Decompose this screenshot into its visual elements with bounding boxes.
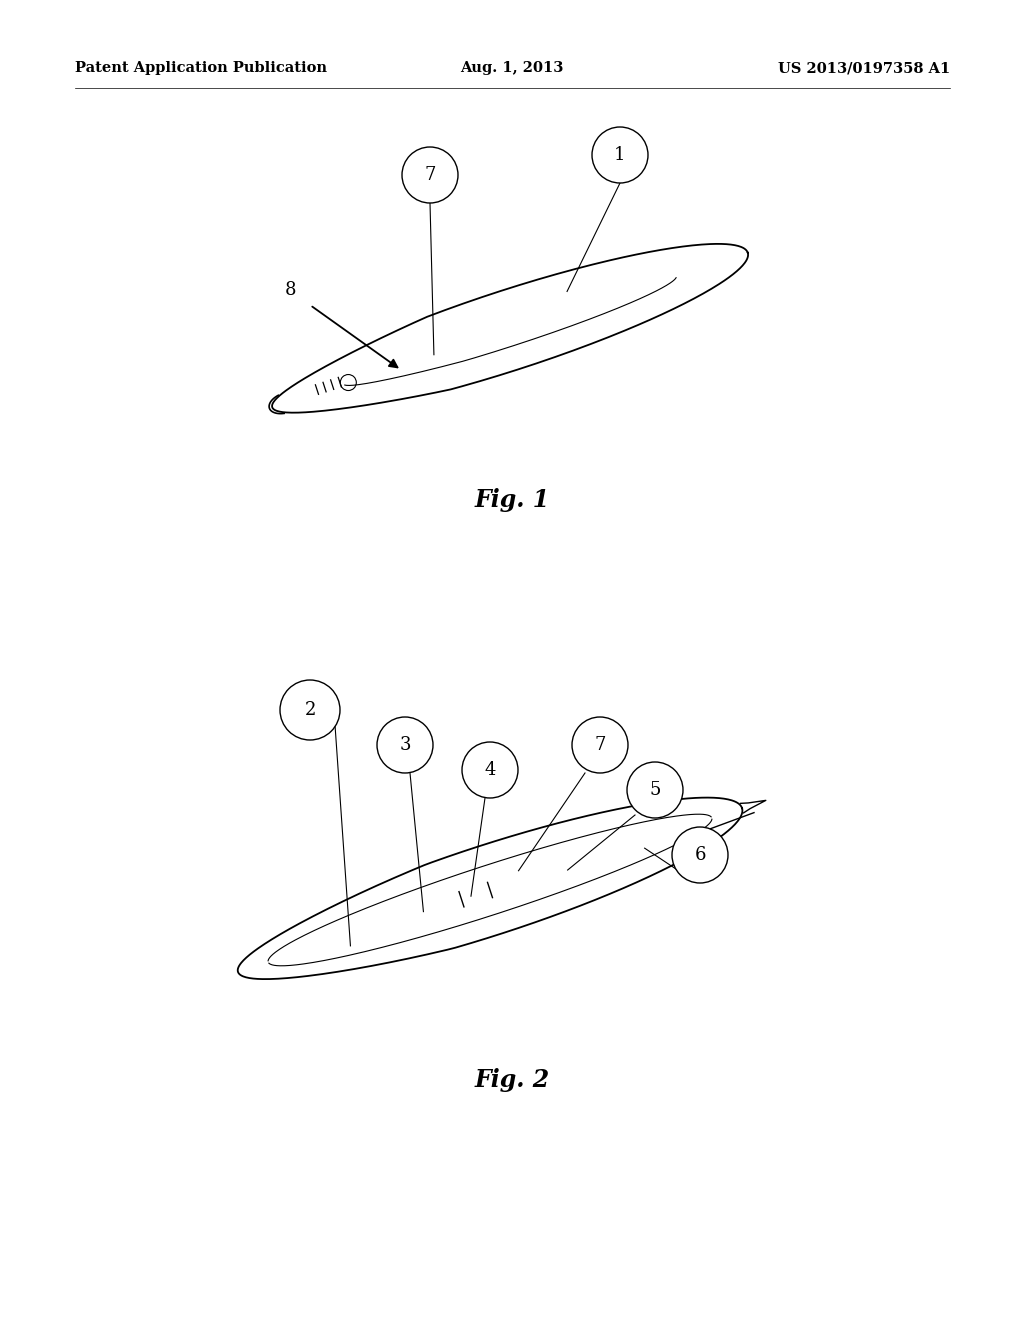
Text: 8: 8 <box>285 281 296 300</box>
Text: 1: 1 <box>614 147 626 164</box>
Text: 7: 7 <box>594 737 605 754</box>
Circle shape <box>627 762 683 818</box>
Circle shape <box>672 828 728 883</box>
Circle shape <box>572 717 628 774</box>
Text: 2: 2 <box>304 701 315 719</box>
Circle shape <box>592 127 648 183</box>
Text: Fig. 1: Fig. 1 <box>474 488 550 512</box>
Text: Fig. 2: Fig. 2 <box>474 1068 550 1092</box>
Text: 7: 7 <box>424 166 435 183</box>
Circle shape <box>280 680 340 741</box>
Circle shape <box>377 717 433 774</box>
Text: Patent Application Publication: Patent Application Publication <box>75 61 327 75</box>
Text: US 2013/0197358 A1: US 2013/0197358 A1 <box>778 61 950 75</box>
Circle shape <box>462 742 518 799</box>
Text: 4: 4 <box>484 762 496 779</box>
Text: 3: 3 <box>399 737 411 754</box>
Circle shape <box>402 147 458 203</box>
Text: 5: 5 <box>649 781 660 799</box>
Text: Aug. 1, 2013: Aug. 1, 2013 <box>461 61 563 75</box>
Text: 6: 6 <box>694 846 706 865</box>
